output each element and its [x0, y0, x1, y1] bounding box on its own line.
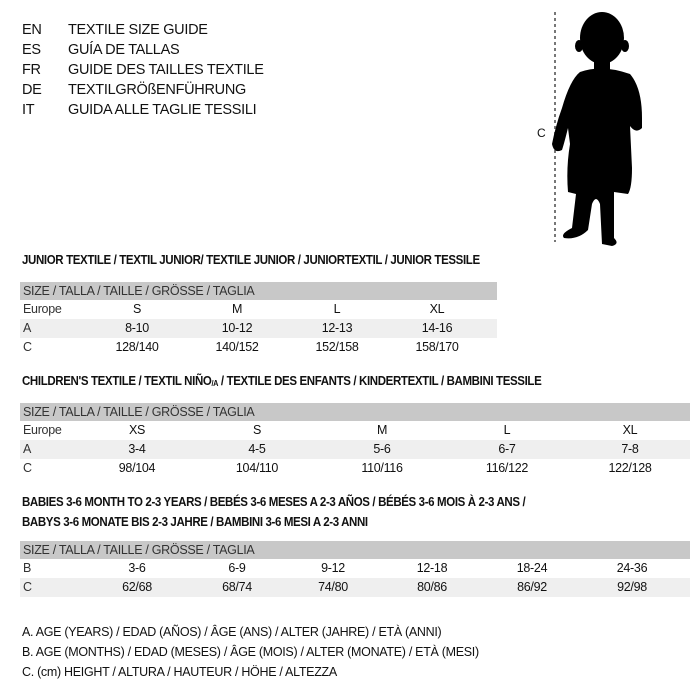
- babies-heading-line2: BABYS 3-6 MONATE BIS 2-3 JAHRE / BAMBINI…: [22, 515, 368, 529]
- row-label: C: [23, 461, 32, 475]
- table-cell: M: [376, 423, 388, 437]
- heading-part: CHILDREN'S TEXTILE / TEXTIL NIÑO: [22, 374, 212, 388]
- table-cell: 10-12: [221, 321, 253, 335]
- table-cell: 68/74: [222, 580, 252, 594]
- table-header-row: SIZE / TALLA / TAILLE / GRÖSSE / TAGLIA: [20, 541, 690, 559]
- row-label: C: [23, 340, 32, 354]
- lang-code: ES: [22, 42, 41, 58]
- table-cell: 6-7: [498, 442, 516, 456]
- children-size-table: SIZE / TALLA / TAILLE / GRÖSSE / TAGLIA …: [20, 403, 690, 478]
- table-cell: S: [252, 423, 262, 437]
- table-cell: 3-4: [128, 442, 146, 456]
- table-cell: 80/86: [417, 580, 447, 594]
- table-cell: 12-18: [416, 561, 448, 575]
- table-cell: XS: [128, 423, 146, 437]
- table-cell: XL: [429, 302, 445, 316]
- table-cell: 116/122: [485, 461, 529, 475]
- table-cell: 9-12: [321, 561, 345, 575]
- table-header: SIZE / TALLA / TAILLE / GRÖSSE / TAGLIA: [23, 284, 255, 298]
- legend-note-a: A. AGE (YEARS) / EDAD (AÑOS) / ÂGE (ANS)…: [22, 625, 442, 639]
- table-cell: 74/80: [318, 580, 348, 594]
- lang-title: GUÍA DE TALLAS: [68, 42, 180, 58]
- lang-code: DE: [22, 82, 42, 98]
- row-label: A: [23, 321, 32, 335]
- table-cell: 24-36: [616, 561, 648, 575]
- babies-size-table: SIZE / TALLA / TAILLE / GRÖSSE / TAGLIA …: [20, 541, 690, 597]
- lang-title: GUIDA ALLE TAGLIE TESSILI: [68, 102, 257, 118]
- lang-code: EN: [22, 22, 42, 38]
- table-cell: S: [132, 302, 142, 316]
- table-row: Europe S M L XL: [20, 300, 497, 319]
- table-cell: L: [333, 302, 341, 316]
- row-label: Europe: [23, 302, 62, 316]
- table-cell: 122/128: [608, 461, 652, 475]
- table-header: SIZE / TALLA / TAILLE / GRÖSSE / TAGLIA: [23, 405, 255, 419]
- table-header-row: SIZE / TALLA / TAILLE / GRÖSSE / TAGLIA: [20, 403, 690, 421]
- table-cell: 3-6: [128, 561, 146, 575]
- table-row: A 8-10 10-12 12-13 14-16: [20, 319, 497, 338]
- row-label: Europe: [23, 423, 62, 437]
- lang-code: IT: [22, 102, 35, 118]
- lang-code: FR: [22, 62, 41, 78]
- table-cell: 110/116: [361, 461, 403, 475]
- table-cell: 18-24: [516, 561, 548, 575]
- table-cell: 5-6: [373, 442, 391, 456]
- lang-title: GUIDE DES TAILLES TEXTILE: [68, 62, 264, 78]
- table-cell: XL: [622, 423, 638, 437]
- legend-note-c: C. (cm) HEIGHT / ALTURA / HAUTEUR / HÖHE…: [22, 665, 337, 679]
- table-cell: 92/98: [617, 580, 647, 594]
- table-cell: 104/110: [235, 461, 279, 475]
- table-cell: 98/104: [118, 461, 156, 475]
- table-cell: 152/158: [315, 340, 359, 354]
- lang-title: TEXTILGRÖßENFÜHRUNG: [68, 82, 246, 98]
- table-cell: 86/92: [517, 580, 547, 594]
- babies-heading-line1: BABIES 3-6 MONTH TO 2-3 YEARS / BEBÉS 3-…: [22, 495, 526, 509]
- table-row: C 62/68 68/74 74/80 80/86 86/92 92/98: [20, 578, 690, 597]
- table-cell: L: [503, 423, 511, 437]
- table-cell: 6-9: [228, 561, 246, 575]
- table-cell: 14-16: [421, 321, 453, 335]
- table-row: C 128/140 140/152 152/158 158/170: [20, 338, 497, 357]
- table-cell: 140/152: [215, 340, 259, 354]
- table-cell: 128/140: [115, 340, 159, 354]
- row-label: C: [23, 580, 32, 594]
- table-cell: 7-8: [621, 442, 639, 456]
- child-silhouette-icon: [552, 12, 642, 246]
- junior-size-table: SIZE / TALLA / TAILLE / GRÖSSE / TAGLIA …: [20, 282, 497, 357]
- row-label: B: [23, 561, 32, 575]
- table-cell: 158/170: [415, 340, 459, 354]
- table-row: C 98/104 104/110 110/116 116/122 122/128: [20, 459, 690, 478]
- heading-part: / TEXTILE DES ENFANTS / KINDERTEXTIL / B…: [218, 374, 542, 388]
- table-cell: 8-10: [125, 321, 149, 335]
- table-row: A 3-4 4-5 5-6 6-7 7-8: [20, 440, 690, 459]
- table-cell: 12-13: [321, 321, 353, 335]
- table-cell: M: [231, 302, 243, 316]
- table-header: SIZE / TALLA / TAILLE / GRÖSSE / TAGLIA: [23, 543, 255, 557]
- legend-note-b: B. AGE (MONTHS) / EDAD (MESES) / ÂGE (MO…: [22, 645, 479, 659]
- junior-heading: JUNIOR TEXTILE / TEXTIL JUNIOR/ TEXTILE …: [22, 253, 480, 267]
- table-row: Europe XS S M L XL: [20, 421, 690, 440]
- table-row: B 3-6 6-9 9-12 12-18 18-24 24-36: [20, 559, 690, 578]
- table-cell: 62/68: [122, 580, 152, 594]
- heading-subscript: /A: [211, 379, 219, 388]
- children-heading: CHILDREN'S TEXTILE / TEXTIL NIÑO/A / TEX…: [22, 374, 542, 388]
- height-measure-label: C: [537, 126, 546, 140]
- table-header-row: SIZE / TALLA / TAILLE / GRÖSSE / TAGLIA: [20, 282, 497, 300]
- table-cell: 4-5: [248, 442, 266, 456]
- lang-title: TEXTILE SIZE GUIDE: [68, 22, 208, 38]
- row-label: A: [23, 442, 32, 456]
